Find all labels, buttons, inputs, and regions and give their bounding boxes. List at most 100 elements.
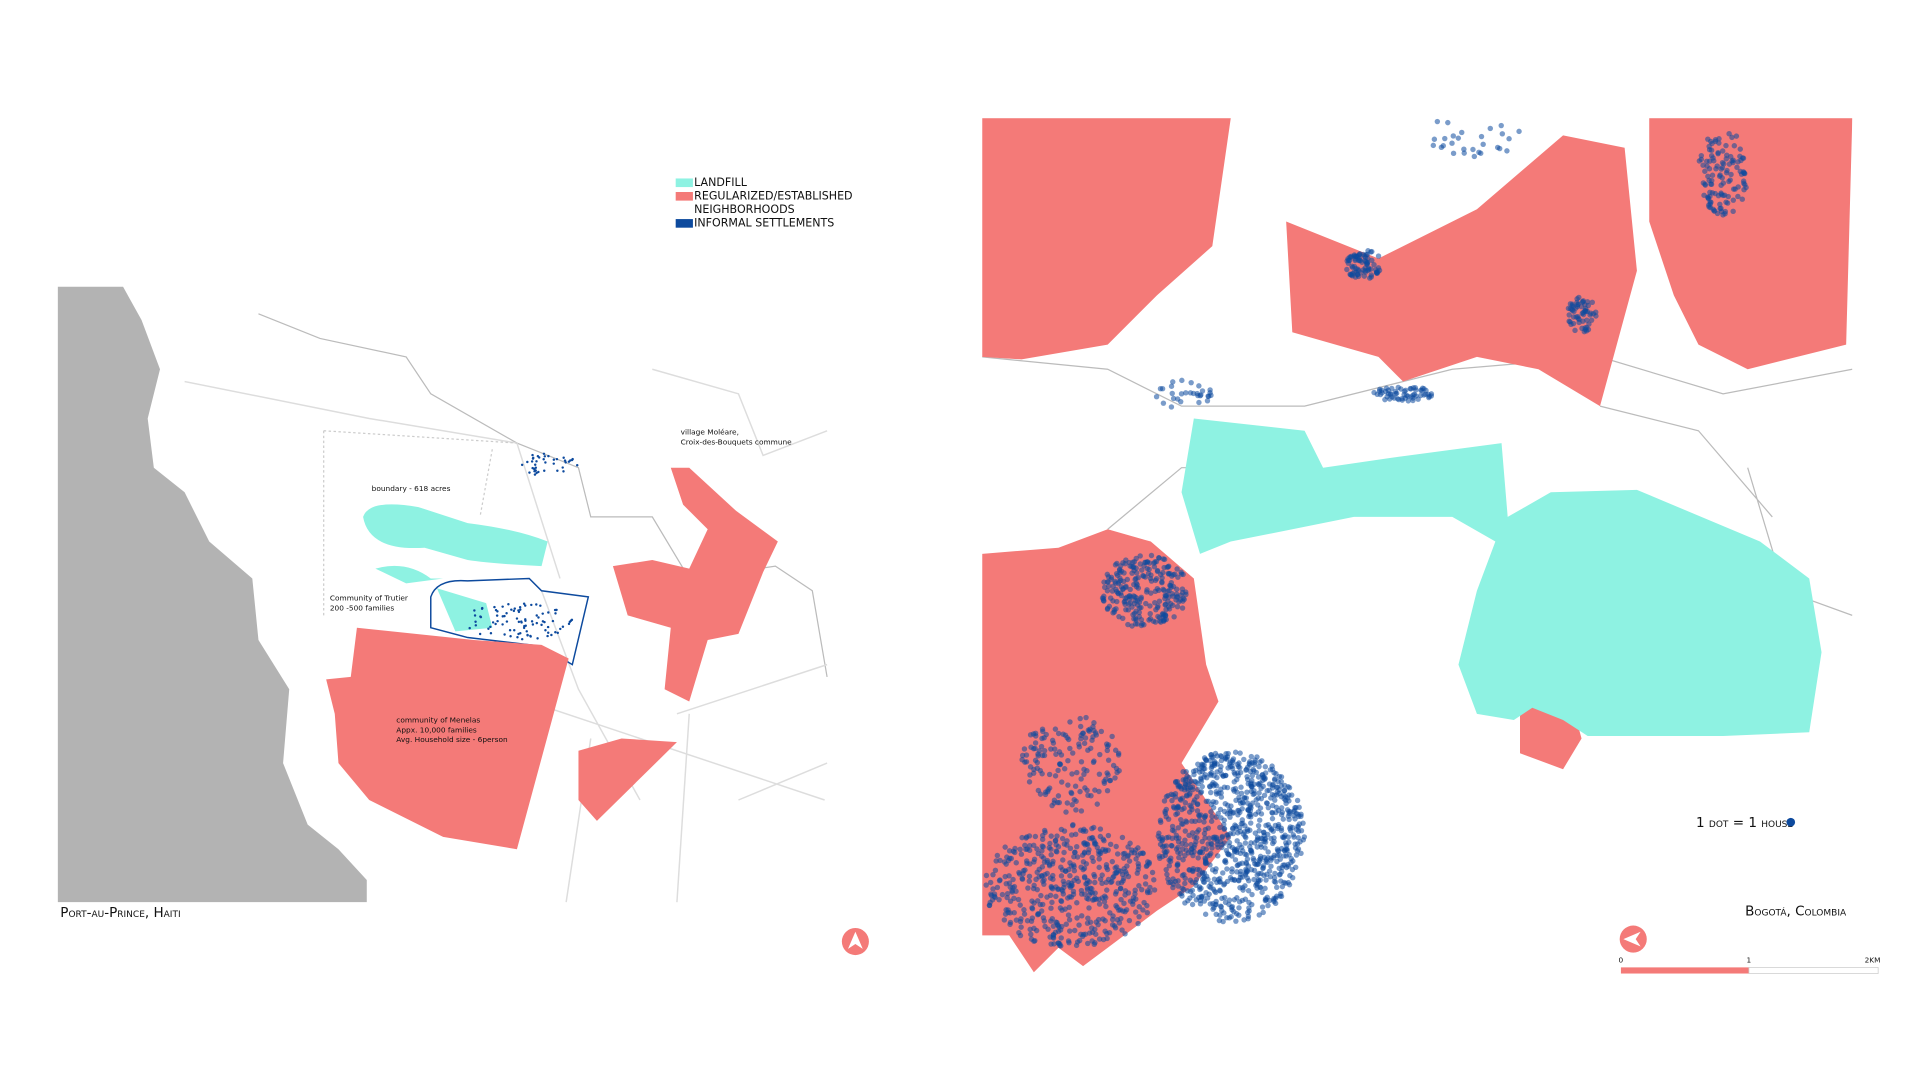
house-dot: [1091, 720, 1097, 726]
house-dot: [1281, 787, 1288, 794]
house-dot: [1050, 872, 1056, 879]
house-dot: [1163, 793, 1170, 800]
house-dot: [501, 623, 504, 626]
house-dot: [1242, 883, 1248, 889]
house-dot: [1182, 880, 1188, 887]
house-dot: [1708, 147, 1715, 153]
house-dot: [517, 609, 520, 612]
house-dot: [1148, 578, 1155, 584]
house-dot: [1255, 822, 1262, 829]
house-dot: [1122, 888, 1129, 894]
house-dot: [552, 462, 555, 465]
house-dot: [1067, 928, 1073, 934]
house-dot: [556, 631, 559, 635]
house-dot: [1152, 559, 1158, 565]
house-dot: [1278, 774, 1285, 780]
house-dot: [1114, 904, 1120, 911]
house-dot: [1090, 858, 1096, 865]
house-dot: [1166, 606, 1173, 612]
house-dot: [1048, 885, 1055, 891]
house-dot: [1055, 886, 1062, 892]
house-dot: [1708, 138, 1714, 145]
house-dot: [1133, 595, 1140, 601]
house-dot: [1093, 841, 1099, 847]
house-dot: [1351, 263, 1358, 270]
house-dot: [1122, 868, 1129, 875]
house-dot: [564, 461, 567, 464]
house-dot: [1248, 867, 1255, 873]
house-dot: [1196, 872, 1202, 878]
house-dot: [1124, 863, 1130, 869]
house-dot: [1087, 885, 1094, 891]
house-dot: [474, 624, 478, 627]
house-dot: [1177, 784, 1183, 790]
house-dot: [1386, 396, 1393, 402]
house-dot: [1039, 832, 1046, 839]
house-dot: [1707, 201, 1713, 207]
house-dot: [1097, 751, 1103, 758]
house-dot: [571, 457, 574, 461]
house-dot: [994, 852, 1001, 859]
house-dot: [1361, 273, 1368, 279]
house-dot: [1109, 878, 1115, 885]
house-dot: [1232, 822, 1238, 828]
house-dot: [1050, 932, 1057, 938]
house-dot: [1222, 899, 1229, 906]
house-dot: [1579, 310, 1585, 317]
house-dot: [1241, 756, 1247, 763]
house-dot: [1249, 891, 1255, 898]
house-dot: [1086, 728, 1093, 734]
house-dot: [1104, 743, 1111, 750]
house-dot: [1363, 252, 1369, 258]
house-dot: [1111, 923, 1118, 929]
scale-bar: [1748, 967, 1879, 974]
house-dot: [992, 867, 999, 874]
house-dot: [1265, 849, 1271, 855]
house-dot: [1114, 769, 1120, 776]
house-dot: [1195, 786, 1201, 793]
house-dot: [1717, 201, 1723, 208]
house-dot: [1239, 844, 1245, 850]
house-dot: [495, 614, 499, 617]
house-dot: [1130, 898, 1136, 904]
house-dot: [1015, 896, 1022, 903]
house-dot: [1174, 586, 1180, 592]
house-dot: [542, 458, 545, 461]
house-dot: [1116, 613, 1122, 620]
house-dot: [1019, 752, 1026, 759]
house-dot: [1196, 827, 1202, 833]
house-dot: [1004, 890, 1011, 897]
house-dot: [559, 627, 562, 631]
house-dot: [1208, 789, 1214, 796]
house-dot: [1196, 399, 1202, 406]
house-dot: [1053, 893, 1059, 900]
house-dot: [1349, 270, 1356, 277]
house-dot: [1028, 931, 1034, 938]
house-dot: [1039, 726, 1046, 732]
house-dot: [1109, 916, 1116, 923]
house-dot: [1219, 907, 1225, 914]
house-dot: [554, 631, 557, 634]
house-dot: [1143, 559, 1149, 566]
house-dot: [1186, 774, 1192, 781]
house-dot: [1164, 592, 1170, 599]
house-dot: [1266, 897, 1273, 904]
house-dot: [1033, 876, 1039, 883]
house-dot: [1208, 809, 1214, 815]
house-dot: [1199, 783, 1205, 790]
house-dot: [1170, 884, 1176, 891]
house-dot: [1449, 140, 1455, 146]
house-dot: [1217, 879, 1224, 885]
house-dot: [535, 603, 538, 606]
house-dot: [1259, 836, 1266, 842]
house-dot: [1257, 759, 1263, 765]
house-dot: [1262, 897, 1269, 904]
house-dot: [1258, 795, 1265, 802]
house-dot: [1063, 809, 1069, 815]
house-dot: [1379, 387, 1385, 394]
scale-bar: [1620, 967, 1749, 974]
house-dot: [535, 460, 538, 463]
house-dot: [983, 882, 989, 888]
house-dot: [1210, 780, 1216, 786]
house-dot: [1135, 863, 1142, 870]
